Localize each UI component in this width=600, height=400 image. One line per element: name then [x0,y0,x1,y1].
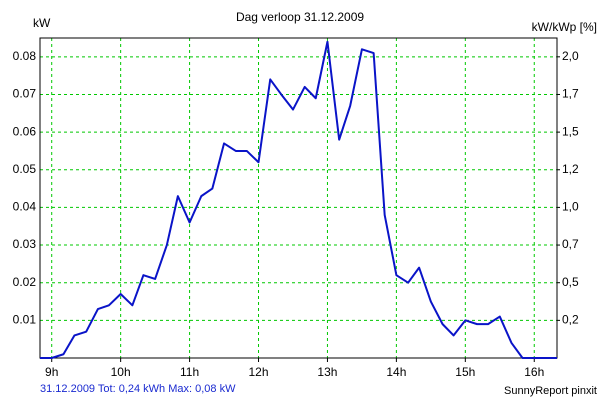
x-tick-label: 12h [249,365,269,379]
x-tick-label: 16h [524,365,544,379]
y2-tick-label: 0,7 [562,237,579,251]
y-tick-label: 0.08 [13,49,37,63]
y2-tick-label: 1,0 [562,200,579,214]
y-tick-label: 0.05 [13,162,37,176]
y2-tick-label: 0,2 [562,313,579,327]
y-tick-label: 0.01 [13,313,37,327]
y-axis-label: kW [33,16,51,30]
x-tick-label: 13h [317,365,337,379]
x-tick-label: 15h [455,365,475,379]
y2-axis-label: kW/kWp [%] [532,20,597,34]
chart-title: Dag verloop 31.12.2009 [236,10,364,24]
y-tick-label: 0.04 [13,200,37,214]
y2-tick-label: 1,2 [562,162,579,176]
x-tick-label: 10h [111,365,131,379]
y-tick-label: 0.03 [13,237,37,251]
y2-tick-label: 0,5 [562,275,579,289]
y-tick-label: 0.07 [13,87,37,101]
x-tick-label: 9h [45,365,58,379]
footer-left: 31.12.2009 Tot: 0,24 kWh Max: 0,08 kW [40,383,236,395]
plot-frame [39,37,558,359]
y-tick-label: 0.02 [13,275,37,289]
y2-tick-label: 1,5 [562,124,579,138]
y2-tick-label: 2,0 [562,49,579,63]
y2-tick-label: 1,7 [562,87,579,101]
x-tick-label: 11h [180,365,199,379]
footer-right: SunnyReport pinxit [504,385,597,397]
y-tick-label: 0.06 [13,124,37,138]
x-tick-label: 14h [386,365,406,379]
data-line [40,40,557,359]
